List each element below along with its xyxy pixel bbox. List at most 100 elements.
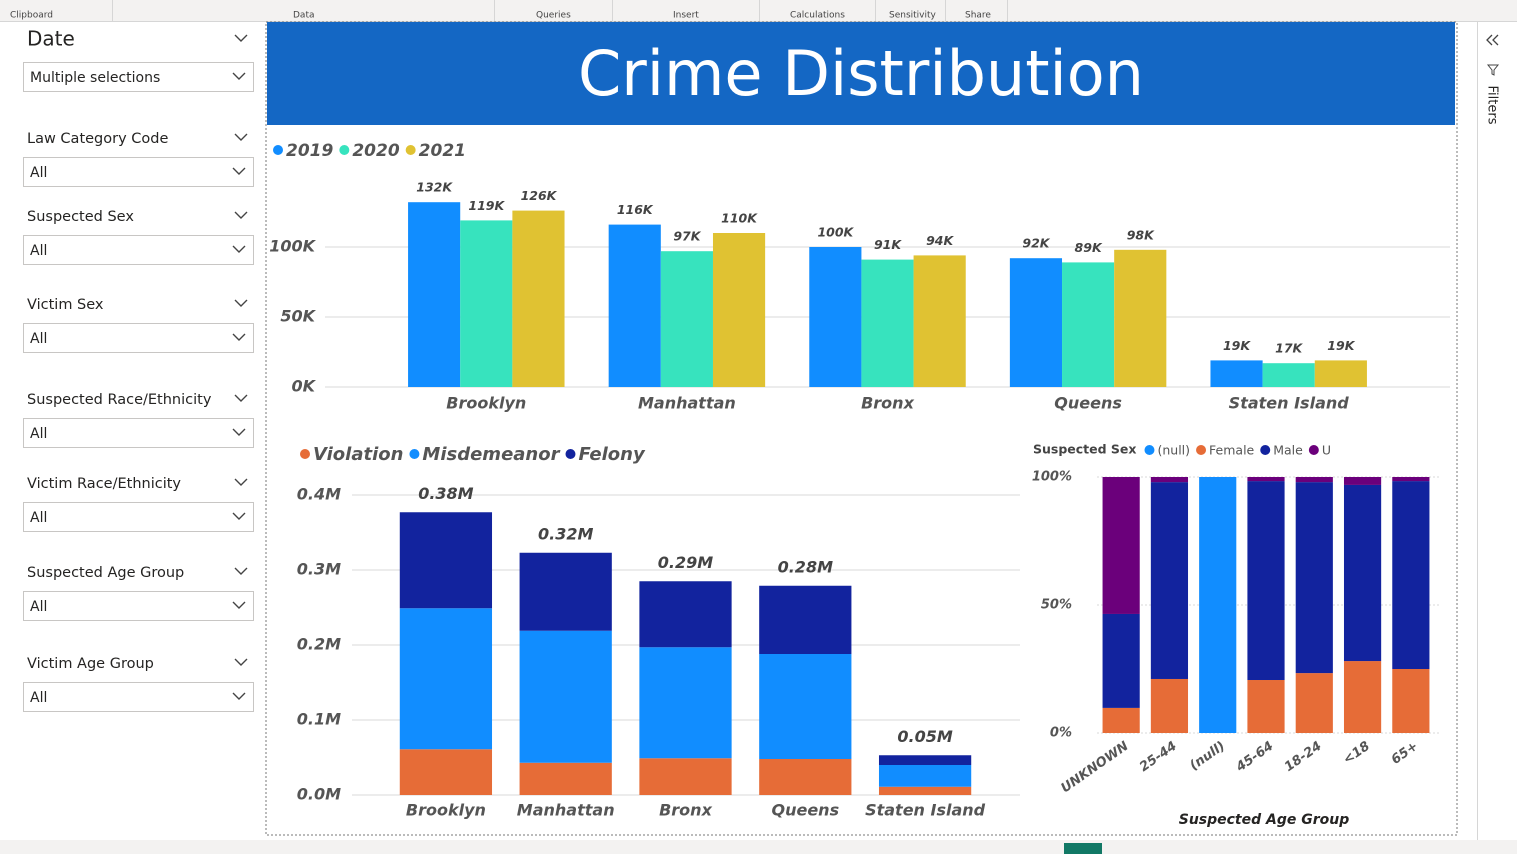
slicer-collapse[interactable] (234, 658, 248, 666)
total-label: 0.05M (897, 727, 952, 746)
slicer-label: Suspected Age Group (27, 565, 184, 581)
x-tick-label: Brooklyn (446, 394, 526, 413)
dropdown-chevron[interactable] (232, 333, 246, 341)
legend-label[interactable]: Misdemeanor (422, 444, 560, 465)
bar (1247, 481, 1285, 681)
bar (1150, 678, 1189, 733)
slicer-collapse[interactable] (234, 211, 248, 219)
legend-label[interactable]: Felony (578, 444, 645, 465)
y-tick-label: 0.4M (297, 485, 341, 504)
slicer-label: Victim Sex (27, 297, 104, 313)
bar (1295, 482, 1333, 674)
slicer-value: All (30, 690, 47, 706)
bar (878, 755, 972, 765)
slicer-collapse[interactable] (234, 133, 248, 141)
dropdown-chevron[interactable] (232, 245, 246, 253)
slicer-dropdown[interactable] (23, 418, 254, 448)
slicer-dropdown[interactable] (23, 157, 254, 187)
legend-label[interactable]: 2020 (352, 141, 399, 161)
legend-marker[interactable] (565, 449, 576, 459)
bar (878, 786, 972, 795)
slicer-collapse[interactable] (234, 567, 248, 575)
legend-marker[interactable] (1308, 445, 1319, 455)
slicer-dropdown[interactable] (23, 323, 254, 353)
slicer-value: Multiple selections (30, 70, 160, 86)
bar (1343, 661, 1382, 733)
status-bar (0, 840, 1517, 854)
dropdown-chevron[interactable] (232, 167, 246, 175)
bar (1102, 707, 1140, 733)
slicer-dropdown[interactable] (23, 235, 254, 265)
y-tick-label: 100% (1032, 470, 1072, 485)
legend-marker[interactable] (1144, 445, 1155, 455)
legend-label[interactable]: 2021 (419, 141, 466, 161)
slicer-dropdown[interactable] (23, 502, 254, 532)
data-label: 89K (1075, 240, 1103, 255)
slicer-value: All (30, 243, 47, 259)
legend-label[interactable]: Male (1273, 443, 1303, 458)
data-label: 94K (926, 233, 954, 248)
legend-marker[interactable] (409, 449, 420, 459)
collapse-icon[interactable] (1486, 34, 1499, 46)
slicer-label: Date (27, 27, 75, 51)
ribbon-group-label[interactable]: Share (965, 11, 991, 21)
legend-label[interactable]: Female (1209, 443, 1255, 458)
dropdown-chevron[interactable] (232, 512, 246, 520)
dropdown-chevron[interactable] (232, 428, 246, 436)
bar (913, 255, 966, 387)
ribbon-group-label[interactable]: Calculations (790, 11, 845, 21)
dropdown-chevron[interactable] (232, 72, 246, 80)
bar (639, 758, 732, 795)
bar (639, 647, 732, 759)
ribbon-group-label[interactable]: Sensitivity (889, 11, 937, 21)
bar (519, 552, 612, 631)
ribbon-group-label[interactable]: Queries (536, 11, 571, 21)
x-tick-label: Bronx (861, 394, 914, 413)
total-label: 0.28M (778, 557, 833, 576)
slicer-dropdown[interactable] (23, 682, 254, 712)
bar (1295, 673, 1333, 733)
ribbon-group-label[interactable]: Clipboard (10, 11, 53, 21)
filters-pane-label[interactable]: Filters (1485, 86, 1500, 125)
legend-marker[interactable] (1196, 445, 1207, 455)
legend-marker[interactable] (300, 449, 310, 459)
legend-marker[interactable] (405, 145, 416, 155)
data-label: 119K (468, 198, 505, 213)
y-tick-label: 100K (269, 237, 316, 256)
bar (1392, 669, 1430, 733)
legend-marker[interactable] (273, 145, 283, 155)
legend-marker[interactable] (339, 145, 350, 155)
x-tick-label: Manhattan (517, 801, 615, 820)
legend-label[interactable]: Violation (313, 444, 403, 465)
slicer-dropdown[interactable] (23, 62, 254, 92)
bar (1247, 680, 1285, 733)
x-tick-label: Staten Island (865, 801, 986, 820)
slicer-label: Victim Race/Ethnicity (27, 476, 181, 492)
bar (608, 224, 661, 387)
ribbon-group-label[interactable]: Data (293, 11, 315, 21)
legend-marker[interactable] (1260, 445, 1271, 455)
slicer-collapse[interactable] (234, 394, 248, 402)
slicer-collapse[interactable] (234, 478, 248, 486)
page-tab[interactable] (1064, 843, 1102, 854)
data-label: 19K (1327, 338, 1355, 353)
slicer-collapse[interactable] (234, 299, 248, 307)
bar (1114, 249, 1167, 387)
bar (660, 251, 713, 387)
legend-label[interactable]: (null) (1157, 443, 1190, 458)
x-tick-label: Queens (1054, 394, 1122, 413)
bar (399, 749, 493, 795)
legend-label[interactable]: U (1322, 443, 1331, 458)
slicer-collapse[interactable] (234, 34, 248, 42)
slicer-label: Victim Age Group (27, 656, 154, 672)
x-tick-label: UNKNOWN (1058, 739, 1131, 796)
ribbon-group-label[interactable]: Insert (673, 11, 699, 21)
slicer-label: Suspected Sex (27, 209, 134, 225)
legend-label[interactable]: 2019 (286, 141, 333, 161)
slicer-dropdown[interactable] (23, 591, 254, 621)
dropdown-chevron[interactable] (232, 692, 246, 700)
dropdown-chevron[interactable] (232, 601, 246, 609)
bar (878, 765, 972, 787)
bar (759, 759, 852, 795)
